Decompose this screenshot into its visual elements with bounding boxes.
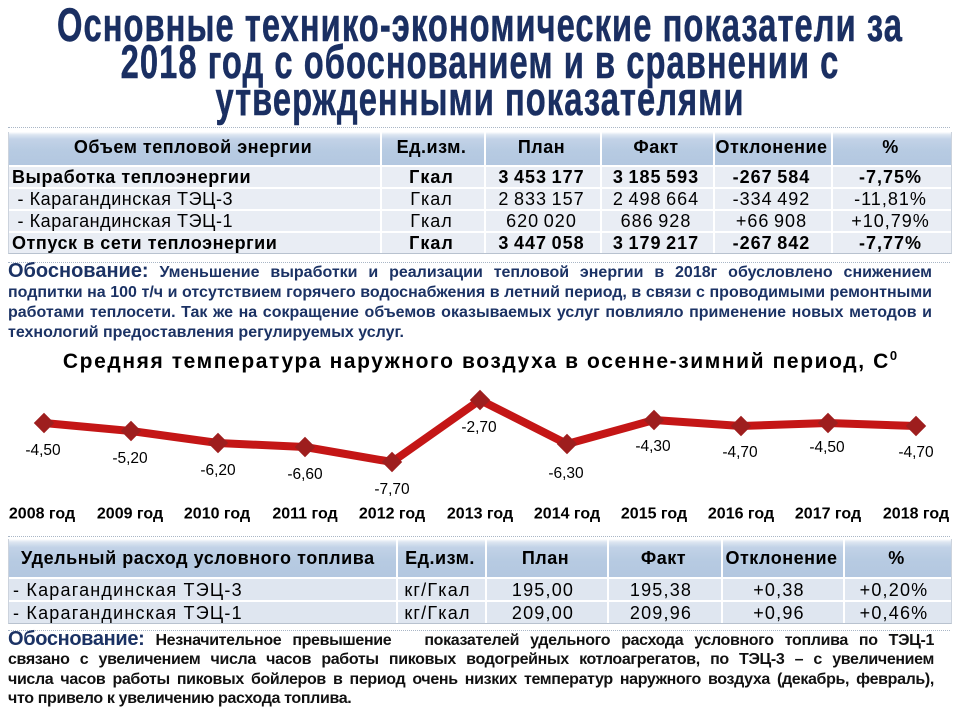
- svg-text:-6,60: -6,60: [287, 466, 323, 483]
- svg-text:2016 год: 2016 год: [708, 506, 774, 523]
- svg-text:-6,20: -6,20: [200, 462, 236, 479]
- svg-text:-4,30: -4,30: [635, 438, 671, 455]
- svg-text:-7,70: -7,70: [374, 481, 410, 498]
- svg-text:2008 год: 2008 год: [9, 506, 75, 523]
- svg-text:2017 год: 2017 год: [795, 506, 861, 523]
- svg-text:2014 год: 2014 год: [534, 506, 600, 523]
- svg-text:2011 год: 2011 год: [272, 506, 337, 523]
- svg-text:-4,70: -4,70: [722, 444, 758, 461]
- svg-text:-4,50: -4,50: [809, 439, 845, 456]
- svg-text:2018 год: 2018 год: [883, 506, 949, 523]
- svg-text:-2,70: -2,70: [461, 419, 497, 436]
- svg-text:-4,70: -4,70: [898, 444, 934, 461]
- svg-text:-4,50: -4,50: [25, 442, 61, 459]
- svg-text:2009 год: 2009 год: [97, 506, 163, 523]
- svg-text:2010 год: 2010 год: [184, 506, 250, 523]
- svg-text:-5,20: -5,20: [112, 450, 148, 467]
- svg-text:2015 год: 2015 год: [621, 506, 687, 523]
- svg-text:2012 год: 2012 год: [359, 506, 425, 523]
- svg-text:-6,30: -6,30: [548, 465, 584, 482]
- svg-text:2013 год: 2013 год: [447, 506, 513, 523]
